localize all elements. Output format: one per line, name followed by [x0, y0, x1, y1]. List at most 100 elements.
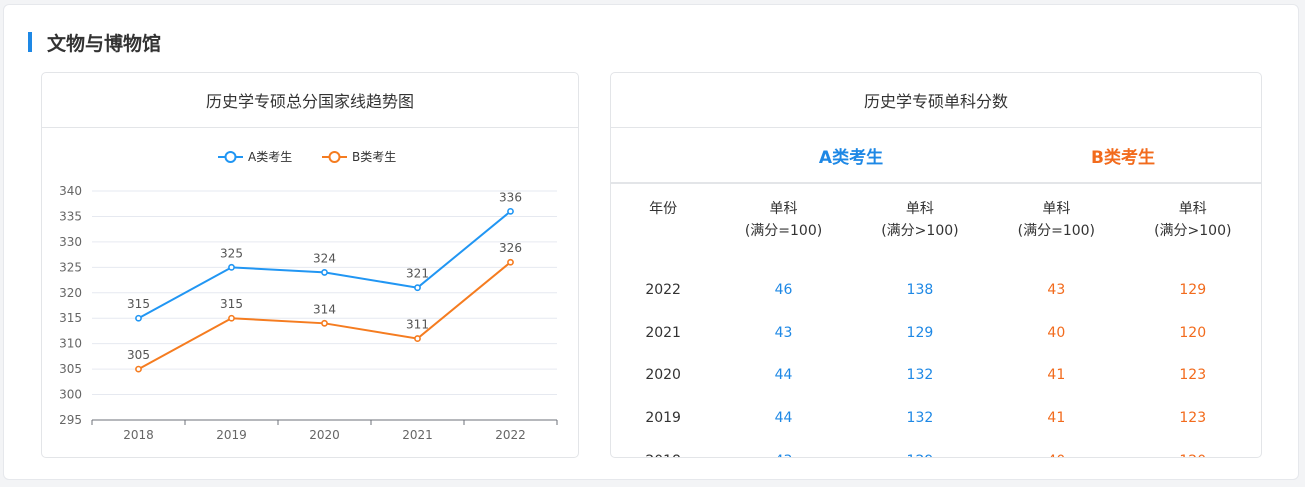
group-a-label: A类考生	[818, 147, 884, 168]
header-line1: 年份	[649, 201, 678, 217]
section-header: 文物与博物馆	[28, 29, 161, 55]
cell-a-over100: 132	[906, 367, 934, 384]
data-point	[321, 319, 328, 327]
header-line2: (满分=100)	[744, 223, 823, 239]
cell-year: 2019	[645, 410, 681, 427]
cell-b-over100: 120	[1125, 439, 1261, 457]
chart-grid	[92, 190, 557, 396]
header-line2: (满分>100)	[881, 223, 959, 239]
cell-b-100: 43	[1047, 282, 1066, 299]
cell-a-over100: 132	[906, 410, 934, 427]
cell-a-over100: 129	[906, 324, 934, 341]
data-point	[321, 269, 328, 276]
cell-b-over100: 123	[1179, 410, 1207, 427]
header-year: 年份	[611, 184, 715, 269]
y-tick-label: 310	[59, 337, 82, 351]
x-tick-label: 2022	[495, 428, 526, 442]
cell-year: 2018	[611, 439, 715, 457]
table-row: 2018 43 129 40 120	[611, 439, 1261, 457]
score-table: 年份 单科 (满分=100) 单科 (满分>100) 单科 (满分=100) 单科 (满…	[611, 184, 1261, 457]
header-a-over100: 单科 (满分>100)	[852, 184, 988, 269]
title-accent-bar	[28, 32, 32, 52]
header-line1: 单科	[905, 201, 934, 217]
table-card: 历史学专硕单科分数 A类考生 B类考生 年份 单科 (满分=100) 单科 (满分>…	[610, 72, 1262, 458]
data-label: 315	[220, 297, 243, 311]
y-tick-label: 300	[59, 388, 82, 402]
table-row: 2021 43 129 40 120	[611, 312, 1261, 355]
data-point	[228, 314, 235, 322]
data-label: 321	[406, 267, 429, 281]
cell-b-100: 41	[1047, 410, 1066, 427]
data-label: 325	[220, 246, 243, 260]
header-b-100: 单科 (满分=100)	[988, 184, 1124, 269]
table-row: 2019 44 132 41 123	[611, 397, 1261, 440]
data-point	[507, 207, 514, 215]
cell-year: 2020	[645, 367, 681, 384]
chart-legend: A类考生 B类考生	[218, 150, 396, 164]
legend-label-1: A类考生	[248, 150, 292, 164]
header-line1: 单科	[769, 201, 798, 217]
line-chart: A类考生 B类考生 2953003053103153203253303353402…	[59, 150, 558, 442]
cell-a-100: 46	[774, 282, 793, 299]
header-line1: 单科	[1178, 201, 1207, 217]
data-point	[135, 314, 142, 322]
legend-marker-2	[328, 151, 341, 163]
section-title: 文物与博物馆	[47, 32, 162, 55]
cell-b-100: 40	[988, 439, 1124, 457]
chart-series: 315 325 324 321 336 305 315 314 311 326	[127, 190, 522, 373]
y-tick-label: 340	[59, 184, 82, 198]
cell-b-over100: 120	[1179, 324, 1207, 341]
y-tick-label: 320	[59, 286, 82, 300]
x-tick-label: 2021	[402, 428, 433, 442]
y-tick-label: 330	[59, 235, 82, 249]
y-tick-label: 305	[59, 362, 82, 376]
data-label: 314	[313, 302, 336, 316]
data-label: 315	[127, 297, 150, 311]
x-tick-label: 2020	[309, 428, 340, 442]
header-line2: (满分>100)	[1154, 223, 1232, 239]
cell-a-100: 43	[774, 324, 793, 341]
y-tick-label: 325	[59, 260, 82, 274]
cell-b-over100: 129	[1179, 282, 1207, 299]
data-label: 311	[406, 318, 429, 332]
header-b-over100: 单科 (满分>100)	[1125, 184, 1261, 269]
cell-a-100: 43	[715, 439, 851, 457]
data-point	[414, 284, 421, 292]
table-header-row: 年份 单科 (满分=100) 单科 (满分>100) 单科 (满分=100) 单科 (满…	[611, 184, 1261, 269]
data-point	[414, 335, 421, 342]
cell-year: 2022	[645, 282, 681, 299]
cell-a-over100: 138	[906, 282, 934, 299]
x-tick-label: 2018	[123, 428, 154, 442]
y-tick-label: 335	[59, 209, 82, 223]
header-line2: (满分=100)	[1017, 223, 1096, 239]
data-point	[135, 365, 142, 373]
cell-b-100: 41	[1047, 367, 1066, 384]
data-label: 324	[313, 251, 336, 265]
table-row: 2022 46 138 43 129	[611, 269, 1261, 312]
chart-card: 历史学专硕总分国家线趋势图 A类考生 B类考生 295 300 305 310 315 32…	[41, 72, 579, 458]
group-b-label: B类考生	[1091, 147, 1155, 168]
chart-card-title: 历史学专硕总分国家线趋势图	[42, 73, 578, 128]
table-card-title: 历史学专硕单科分数	[611, 73, 1261, 128]
chart-axes: 295 300 305 310 315 320 325 330 335 340 2018 2019 20…	[59, 184, 558, 442]
y-tick-label: 315	[59, 311, 82, 325]
data-point	[228, 263, 235, 271]
data-label: 326	[499, 241, 522, 255]
data-label: 305	[127, 348, 150, 362]
y-tick-label: 295	[59, 413, 82, 427]
cell-a-over100: 129	[852, 439, 988, 457]
content-panel: 文物与博物馆 历史学专硕总分国家线趋势图 A类考生 B类考生 295 300 305 3…	[3, 4, 1299, 480]
cell-a-100: 44	[774, 367, 793, 384]
cell-year: 2021	[645, 324, 681, 341]
cell-a-100: 44	[774, 410, 793, 427]
x-tick-label: 2019	[216, 428, 247, 442]
header-line1: 单科	[1042, 201, 1071, 217]
group-header-row: A类考生 B类考生	[611, 128, 1261, 184]
header-a-100: 单科 (满分=100)	[715, 184, 851, 269]
data-label: 336	[499, 190, 522, 204]
table-row: 2020 44 132 41 123	[611, 354, 1261, 397]
cell-b-over100: 123	[1179, 367, 1207, 384]
data-point	[507, 258, 514, 266]
legend-label-2: B类考生	[352, 150, 396, 164]
cell-b-100: 40	[1047, 324, 1066, 341]
